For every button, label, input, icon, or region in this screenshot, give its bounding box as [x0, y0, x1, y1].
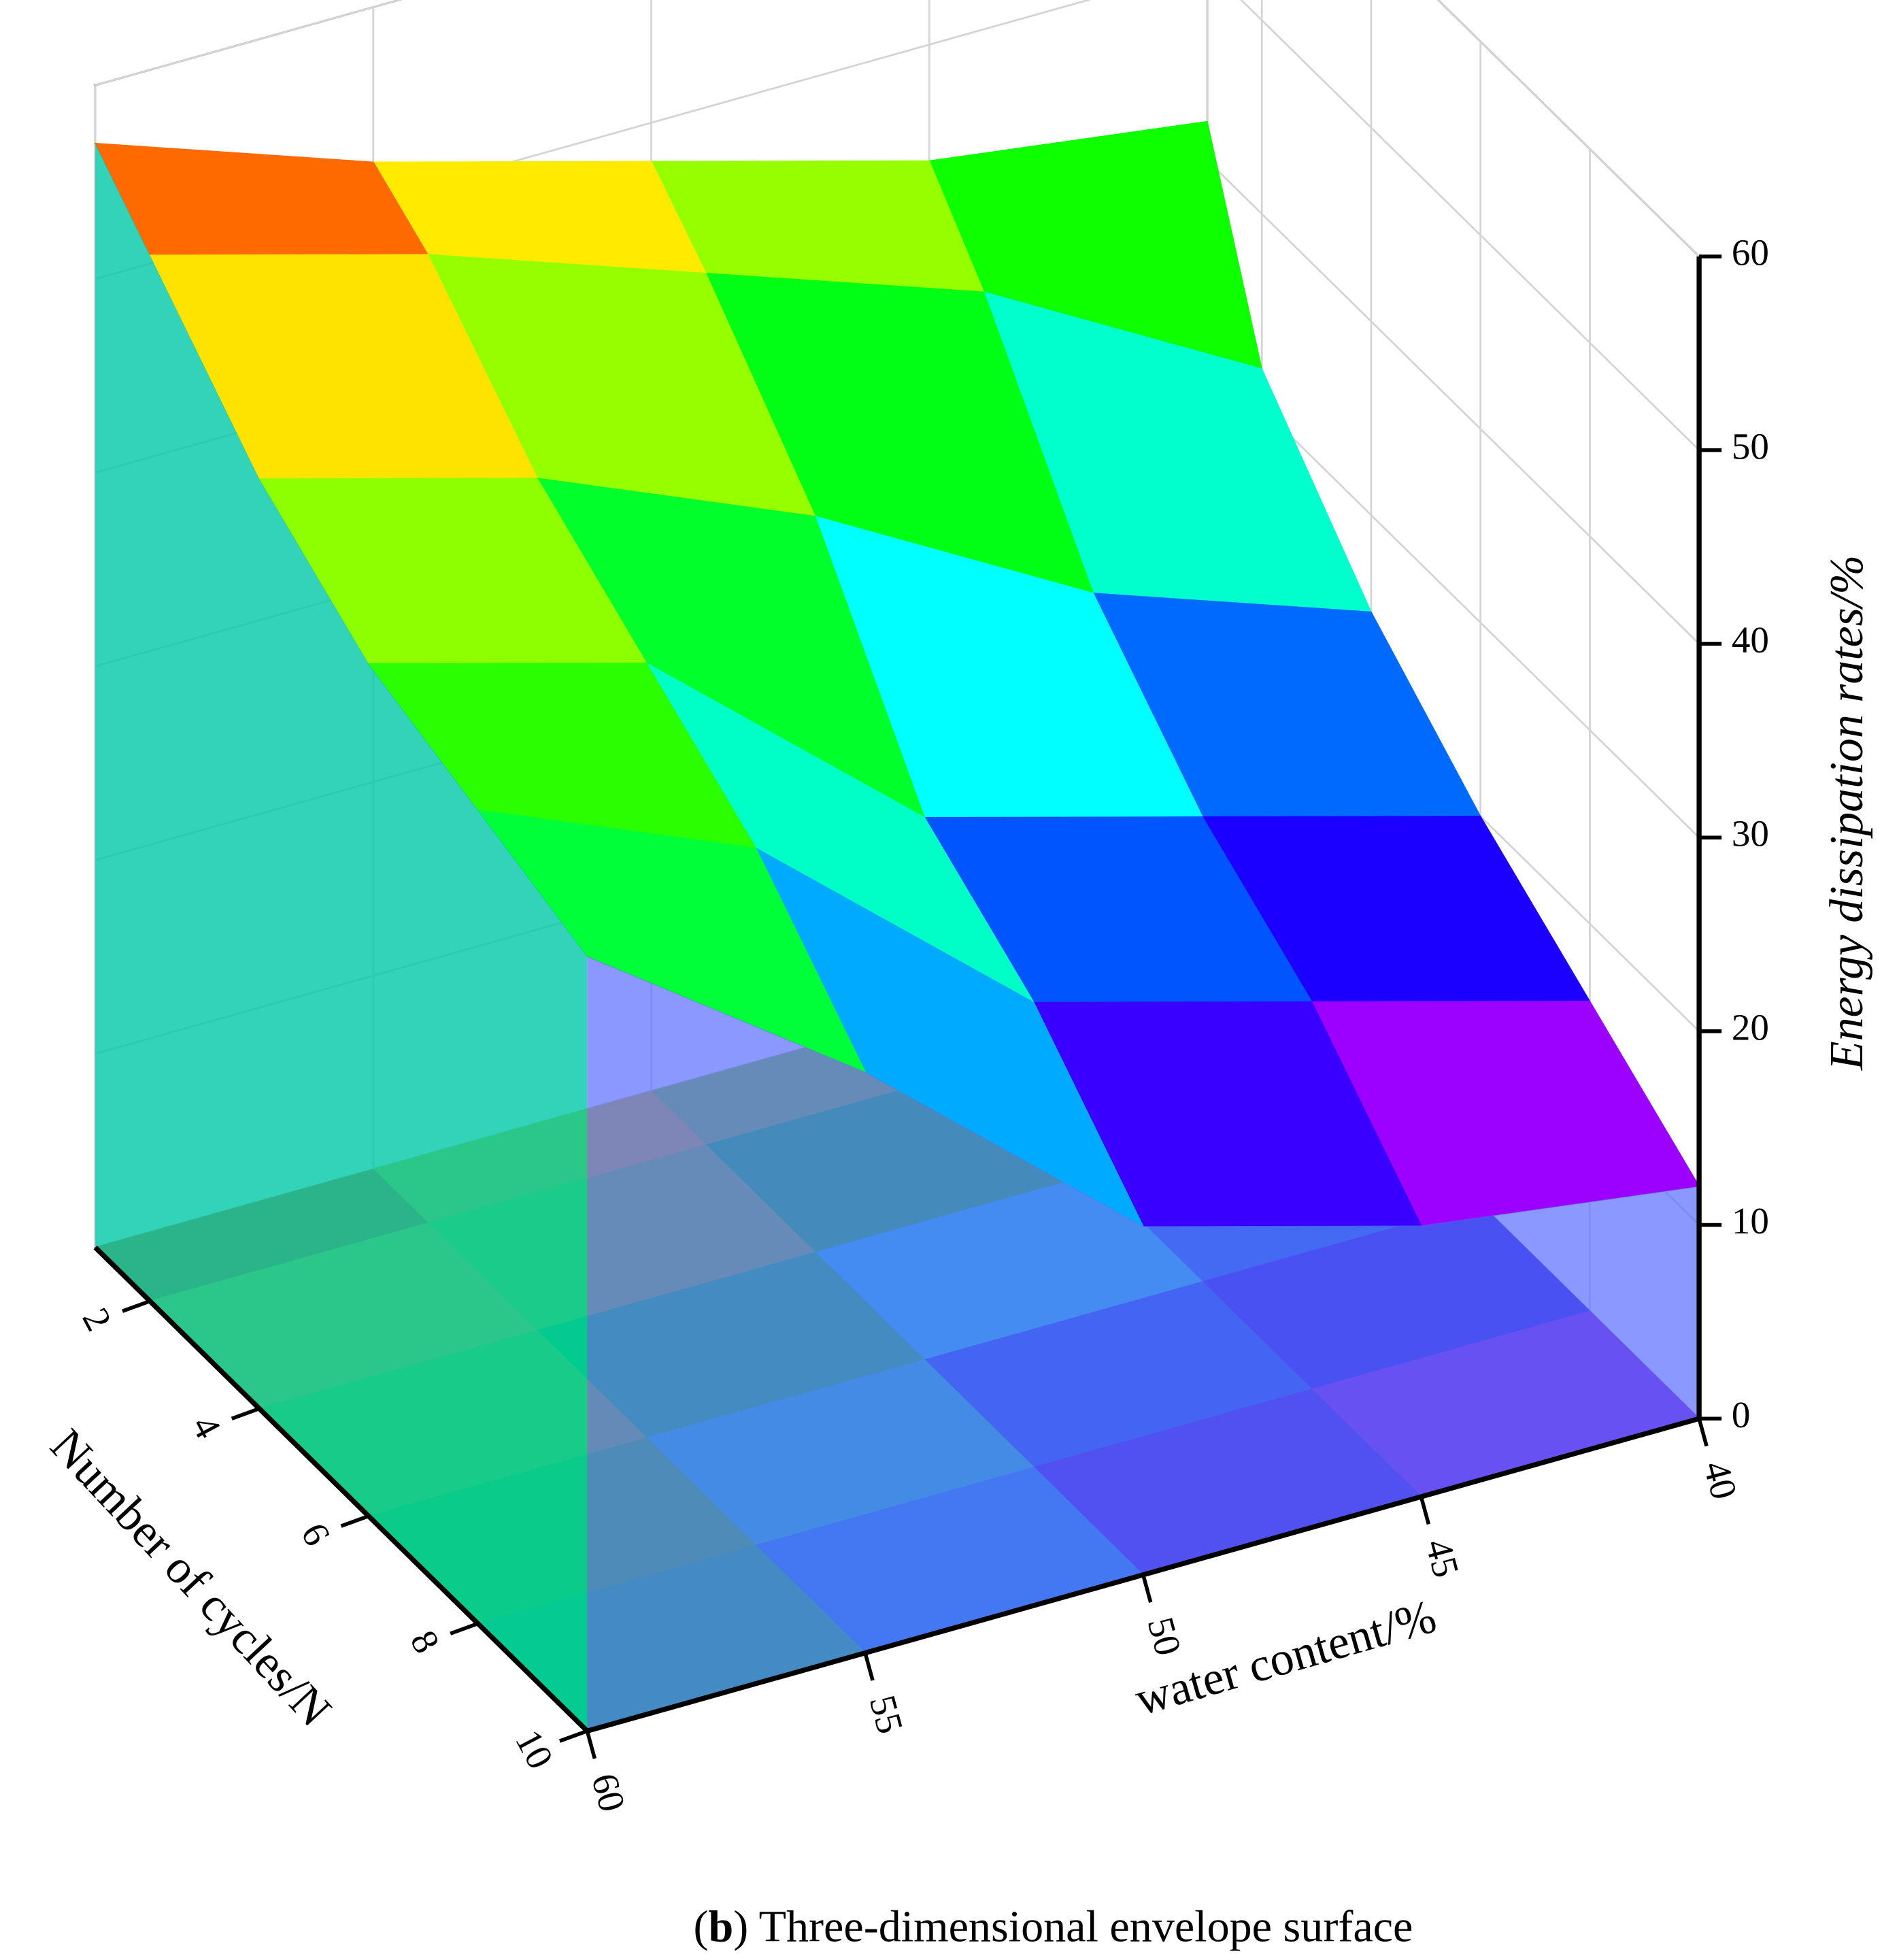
z-axis-title: Energy dissipation rates/% [1821, 555, 1873, 1071]
y-tick-label: 50 [1139, 1613, 1189, 1660]
curtains [95, 143, 1700, 1731]
z-tick-label: 60 [1732, 232, 1769, 273]
x-tick-label: 8 [403, 1624, 448, 1660]
z-tick-label: 30 [1732, 813, 1769, 854]
y-tick [863, 1652, 875, 1681]
z-tick-label: 20 [1732, 1006, 1769, 1048]
side-curtain [95, 143, 588, 1731]
y-axis-title: water content/% [1130, 1590, 1442, 1726]
z-tick-label: 10 [1732, 1200, 1769, 1242]
x-tick [122, 1299, 151, 1313]
axes: 2 4 6 8 10 40 45 50 55 60 0 10 20 30 40 50 60 [75, 232, 1769, 1816]
y-tick-label: 60 [584, 1769, 633, 1816]
y-tick [1141, 1574, 1153, 1603]
y-tick [1419, 1496, 1431, 1525]
z-tick-label: 0 [1732, 1394, 1751, 1435]
y-tick-label: 40 [1696, 1457, 1745, 1504]
caption-text: ) Three-dimensional envelope surface [733, 1902, 1413, 1952]
y-tick [1697, 1418, 1709, 1447]
y-tick-label: 55 [862, 1691, 911, 1738]
caption-label: b [708, 1902, 733, 1952]
x-tick-label: 2 [75, 1301, 120, 1338]
y-tick [585, 1730, 596, 1759]
grid-line [95, 0, 1700, 257]
z-tick-label: 50 [1732, 425, 1769, 467]
x-tick-label: 6 [293, 1516, 339, 1552]
x-tick [231, 1406, 261, 1421]
x-axis-title: Number of cycles/N [40, 1419, 341, 1736]
z-tick-label: 40 [1732, 619, 1769, 661]
side-curtain [587, 956, 1700, 1731]
x-tick-label: 10 [507, 1723, 562, 1775]
x-tick [558, 1729, 588, 1743]
caption-open: ( [693, 1902, 708, 1952]
x-tick [340, 1514, 369, 1528]
x-tick [450, 1621, 479, 1635]
x-tick-label: 4 [184, 1409, 229, 1445]
surface [94, 120, 1700, 1228]
y-tick-label: 45 [1417, 1535, 1467, 1582]
caption: (b) Three-dimensional envelope surface [693, 1902, 1413, 1952]
